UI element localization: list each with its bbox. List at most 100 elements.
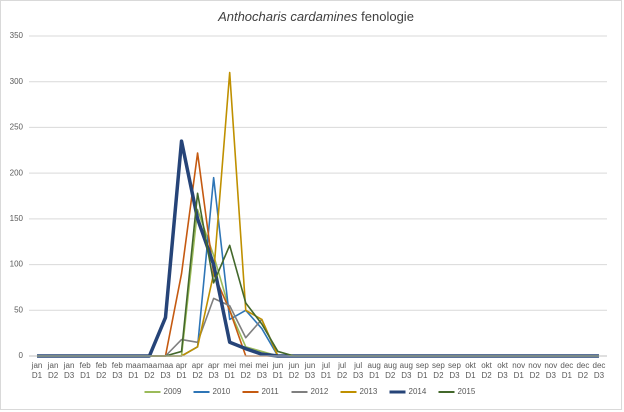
x-tick-label-line: D1 xyxy=(176,371,187,380)
x-tick-label-line: D1 xyxy=(32,371,43,380)
x-tick-label-line: feb xyxy=(96,361,108,370)
y-tick-label: 150 xyxy=(10,214,24,223)
x-tick-label: sep D1 xyxy=(416,361,429,380)
x-tick-label: dec D2 xyxy=(576,361,589,380)
x-tick-label-line: sep xyxy=(448,361,461,370)
x-tick-label-line: jul xyxy=(337,361,346,370)
x-tick-label-line: D3 xyxy=(160,371,171,380)
x-tick-label-line: nov xyxy=(544,361,557,370)
x-tick-label-line: nov xyxy=(512,361,525,370)
x-tick-label: jun D2 xyxy=(288,361,300,380)
x-tick-label-line: D1 xyxy=(273,371,284,380)
legend-label: 2013 xyxy=(360,387,378,396)
x-tick-label-line: aug xyxy=(368,361,381,370)
x-tick-label-line: D3 xyxy=(64,371,75,380)
x-tick-label-line: D1 xyxy=(369,371,380,380)
x-tick-label-line: D3 xyxy=(594,371,605,380)
x-tick-label-line: dec xyxy=(560,361,573,370)
x-tick-label-line: jul xyxy=(321,361,330,370)
y-tick-label: 250 xyxy=(10,123,24,132)
legend-label: 2014 xyxy=(409,387,427,396)
legend-label: 2010 xyxy=(213,387,231,396)
x-tick-label: maa D1 xyxy=(126,361,142,380)
x-tick-label: jun D3 xyxy=(304,361,316,380)
x-tick-label-line: apr xyxy=(176,361,188,370)
x-tick-label-line: aug xyxy=(400,361,413,370)
chart-title: Anthocharis cardamines fenologie xyxy=(217,9,414,24)
x-tick-label: dec D1 xyxy=(560,361,573,380)
x-tick-label-line: D1 xyxy=(321,371,332,380)
x-tick-label-line: feb xyxy=(80,361,92,370)
x-tick-label-line: D3 xyxy=(305,371,316,380)
y-tick-label: 50 xyxy=(14,305,23,314)
x-tick-label-line: D1 xyxy=(514,371,525,380)
x-tick-label: jun D1 xyxy=(272,361,284,380)
x-tick-label-line: D1 xyxy=(417,371,428,380)
x-tick-label: okt D1 xyxy=(465,361,476,380)
x-tick-label-line: mei xyxy=(255,361,268,370)
legend-label: 2012 xyxy=(311,387,329,396)
x-tick-label: apr D1 xyxy=(176,361,188,380)
x-tick-label: mei D3 xyxy=(255,361,268,380)
x-tick-label: apr D2 xyxy=(192,361,204,380)
x-tick-label-line: jan xyxy=(31,361,43,370)
x-tick-label-line: dec xyxy=(576,361,589,370)
x-tick-label-line: mei xyxy=(239,361,252,370)
x-tick-label-line: okt xyxy=(465,361,476,370)
x-tick-label: feb D2 xyxy=(96,361,108,380)
x-tick-label: sep D2 xyxy=(432,361,445,380)
x-tick-label: nov D2 xyxy=(528,361,541,380)
x-tick-label: feb D1 xyxy=(80,361,92,380)
x-tick-label-line: apr xyxy=(192,361,204,370)
x-tick-label: nov D3 xyxy=(544,361,557,380)
x-tick-label: jul D1 xyxy=(321,361,332,380)
x-tick-label: sep D3 xyxy=(448,361,461,380)
x-tick-label-line: D2 xyxy=(481,371,492,380)
title-species: Anthocharis cardamines xyxy=(217,9,358,24)
x-tick-label-line: jun xyxy=(272,361,284,370)
x-tick-label-line: D1 xyxy=(128,371,139,380)
x-tick-label-line: D2 xyxy=(578,371,589,380)
x-tick-label-line: D2 xyxy=(192,371,203,380)
x-tick-label: maa D2 xyxy=(142,361,158,380)
x-tick-label-line: feb xyxy=(112,361,124,370)
x-tick-label: mei D1 xyxy=(223,361,236,380)
x-tick-label-line: sep xyxy=(432,361,445,370)
y-tick-label: 200 xyxy=(10,168,24,177)
x-tick-label: jul D3 xyxy=(353,361,364,380)
y-tick-label: 100 xyxy=(10,260,24,269)
x-tick-label: okt D3 xyxy=(497,361,508,380)
x-tick-label: jan D1 xyxy=(31,361,43,380)
title-text: fenologie xyxy=(361,9,414,24)
x-tick-label-line: D2 xyxy=(96,371,107,380)
x-tick-label: mei D2 xyxy=(239,361,252,380)
x-tick-label-line: D2 xyxy=(241,371,252,380)
x-tick-label-line: nov xyxy=(528,361,541,370)
x-tick-label: jul D2 xyxy=(337,361,348,380)
x-tick-label-line: maa xyxy=(142,361,158,370)
x-tick-label-line: jul xyxy=(353,361,362,370)
x-tick-label-line: D3 xyxy=(353,371,364,380)
x-tick-label: jan D3 xyxy=(63,361,75,380)
x-tick-label: apr D3 xyxy=(208,361,220,380)
x-tick-label: aug D2 xyxy=(384,361,397,380)
x-tick-label-line: D3 xyxy=(546,371,557,380)
legend-label: 2015 xyxy=(458,387,476,396)
x-tick-label-line: D3 xyxy=(209,371,220,380)
x-tick-label-line: apr xyxy=(208,361,220,370)
x-tick-label-line: jan xyxy=(63,361,75,370)
x-tick-label-line: jan xyxy=(47,361,59,370)
legend-label: 2011 xyxy=(262,387,280,396)
y-tick-label: 350 xyxy=(10,31,24,40)
x-tick-label-line: okt xyxy=(481,361,492,370)
x-tick-label-line: jun xyxy=(288,361,300,370)
x-tick-label-line: maa xyxy=(158,361,174,370)
x-tick-label-line: D2 xyxy=(289,371,300,380)
x-tick-label-line: D2 xyxy=(337,371,348,380)
x-tick-label-line: dec xyxy=(593,361,606,370)
x-tick-label: jan D2 xyxy=(47,361,59,380)
x-tick-label-line: D1 xyxy=(562,371,573,380)
